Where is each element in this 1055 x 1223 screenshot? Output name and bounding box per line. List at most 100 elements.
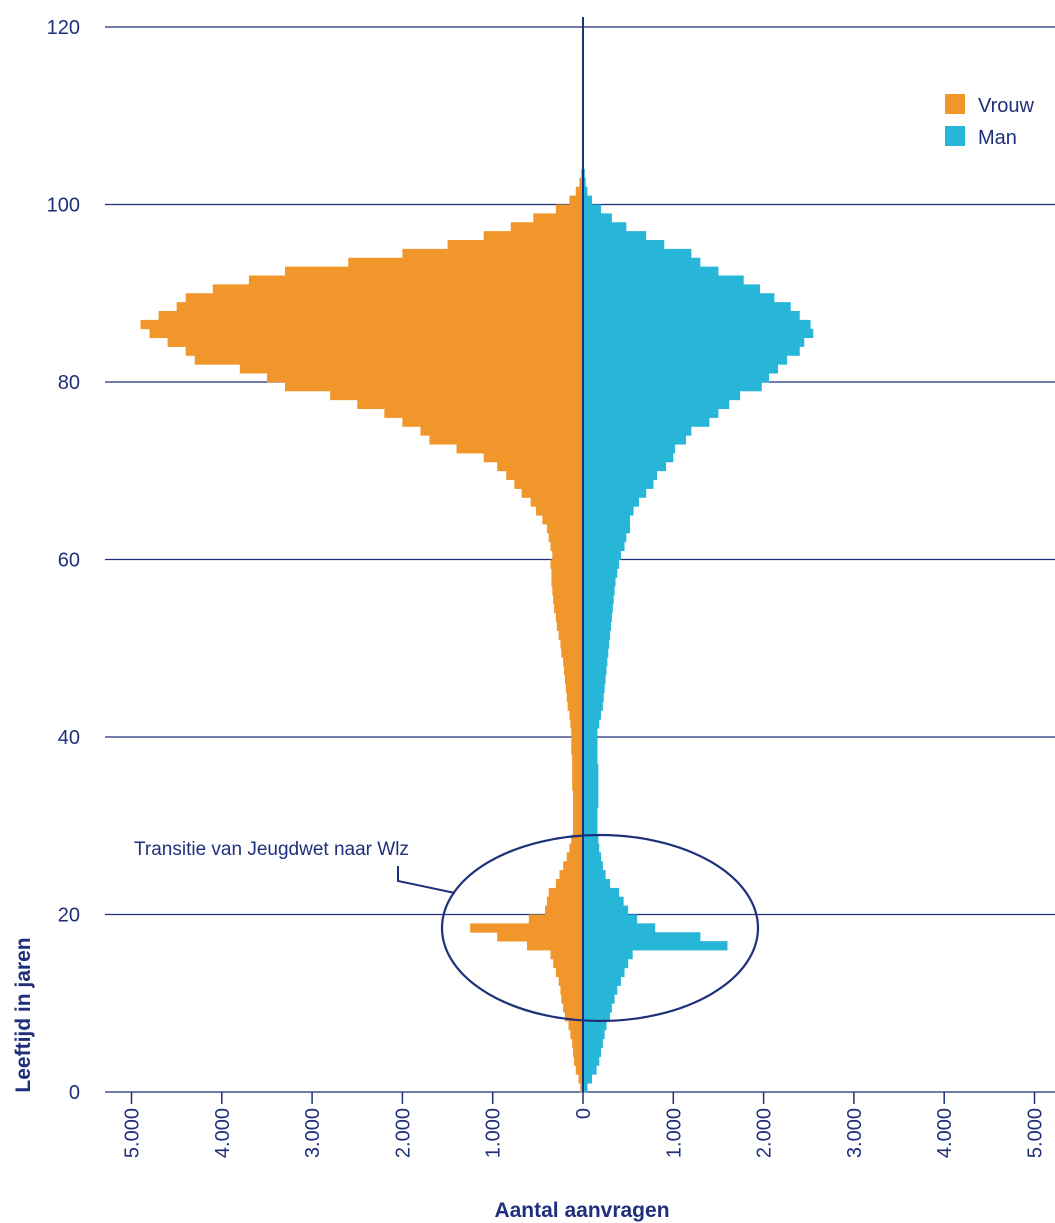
bar-man-age-67 <box>583 488 647 498</box>
bar-vrouw-age-61 <box>550 541 583 552</box>
x-tick-label-9: 4.000 <box>934 1108 956 1158</box>
bar-vrouw-age-91 <box>248 275 583 285</box>
bar-vrouw-age-40 <box>571 728 583 738</box>
bar-vrouw-age-81 <box>239 364 584 374</box>
bar-man-age-19 <box>583 914 638 924</box>
bar-vrouw-age-50 <box>560 639 583 649</box>
bar-man-age-92 <box>583 266 719 276</box>
annotation-ellipse <box>440 833 760 1023</box>
bar-vrouw-age-4 <box>573 1047 583 1057</box>
bar-man-age-24 <box>583 870 606 880</box>
y-axis-tick-labels: 0 20 40 60 80 100 120 <box>47 17 80 1104</box>
bar-vrouw-age-31 <box>573 808 583 818</box>
legend-label-man: Man <box>978 127 1017 149</box>
bar-man-age-80 <box>583 373 770 383</box>
bar-vrouw-age-85 <box>149 328 583 339</box>
bar-vrouw-age-97 <box>510 222 583 232</box>
bar-man-age-22 <box>583 887 620 898</box>
bar-man-age-21 <box>583 896 624 907</box>
bar-man-age-93 <box>583 257 701 268</box>
legend-swatch-vrouw <box>945 94 965 114</box>
bar-vrouw-age-44 <box>566 692 583 702</box>
bar-man-age-17 <box>583 932 701 942</box>
bar-vrouw-age-34 <box>572 781 583 791</box>
bar-man-age-25 <box>583 861 603 871</box>
y-axis-title: Leeftijd in jaren <box>12 937 35 1092</box>
y-tick-label-0: 0 <box>69 1082 80 1104</box>
bar-vrouw-age-84 <box>167 337 583 347</box>
bar-man-age-46 <box>583 674 606 685</box>
bar-man-age-33 <box>583 790 599 800</box>
bar-man-age-48 <box>583 657 608 667</box>
bar-man-age-68 <box>583 479 654 489</box>
bar-man-age-65 <box>583 506 634 516</box>
bar-vrouw-age-7 <box>568 1021 583 1031</box>
bar-vrouw-age-45 <box>565 683 583 694</box>
y-tick-label-120: 120 <box>47 17 80 39</box>
bar-vrouw-age-37 <box>572 754 583 765</box>
bar-vrouw-age-66 <box>530 497 583 507</box>
bar-vrouw-age-36 <box>572 763 583 773</box>
bar-man-age-37 <box>583 754 598 765</box>
bar-man-age-0 <box>583 1083 588 1093</box>
x-tick-label-4: 1.000 <box>483 1108 505 1158</box>
bar-man-age-74 <box>583 426 692 436</box>
bar-man-age-47 <box>583 666 607 676</box>
bar-man-age-30 <box>583 816 598 827</box>
bar-man-age-52 <box>583 621 611 631</box>
bar-vrouw-age-52 <box>556 621 583 631</box>
bar-man-age-72 <box>583 444 676 454</box>
bar-man-age-34 <box>583 781 599 791</box>
bar-vrouw-age-2 <box>575 1065 583 1075</box>
bar-man-age-57 <box>583 577 616 587</box>
bar-vrouw-age-32 <box>573 799 583 809</box>
bar-vrouw-age-46 <box>564 674 583 685</box>
bar-vrouw-age-28 <box>571 834 583 844</box>
bar-vrouw-age-51 <box>558 630 583 640</box>
bar-vrouw-age-57 <box>551 577 583 587</box>
bar-vrouw-age-3 <box>573 1056 583 1066</box>
bar-man-age-44 <box>583 692 604 702</box>
bar-vrouw-age-74 <box>420 426 583 436</box>
bar-man-age-101 <box>583 186 588 197</box>
y-tick-label-80: 80 <box>58 372 80 394</box>
bar-man-age-5 <box>583 1038 603 1049</box>
bar-man-age-90 <box>583 284 760 294</box>
annotation-leader-line <box>397 866 456 894</box>
bar-man-age-53 <box>583 612 612 623</box>
bar-vrouw-age-64 <box>542 515 583 525</box>
bar-man-age-75 <box>583 417 710 427</box>
bar-vrouw-age-69 <box>506 470 583 481</box>
bar-vrouw-age-94 <box>402 248 583 259</box>
bar-man-age-58 <box>583 568 618 578</box>
x-tick-label-1: 4.000 <box>212 1108 234 1158</box>
annotation: Transitie van Jeugdwet naar Wlz <box>134 833 760 1023</box>
bar-man-age-43 <box>583 701 603 711</box>
x-tick-label-3: 2.000 <box>392 1108 414 1158</box>
bar-vrouw-age-5 <box>572 1038 583 1049</box>
bar-man-age-86 <box>583 319 811 330</box>
legend: Vrouw Man <box>945 94 1035 149</box>
bar-vrouw-age-79 <box>285 382 583 392</box>
bar-vrouw-age-96 <box>483 231 583 241</box>
x-tick-label-7: 2.000 <box>754 1108 776 1158</box>
bar-man-age-35 <box>583 772 599 782</box>
bar-vrouw-age-29 <box>573 825 583 836</box>
bar-man-age-88 <box>583 302 791 312</box>
bar-vrouw-age-62 <box>548 532 583 543</box>
bar-man-age-50 <box>583 639 610 649</box>
bar-vrouw-age-19 <box>528 914 583 924</box>
bar-man-age-49 <box>583 648 609 658</box>
y-tick-label-60: 60 <box>58 550 80 572</box>
bar-vrouw-age-87 <box>158 311 583 321</box>
bar-man-age-78 <box>583 390 741 401</box>
bar-man-age-54 <box>583 603 613 614</box>
bar-man-age-73 <box>583 435 686 445</box>
bar-vrouw-age-14 <box>553 958 583 969</box>
bar-man-age-55 <box>583 595 614 605</box>
bar-man-age-61 <box>583 541 625 552</box>
bar-vrouw-age-39 <box>571 737 583 747</box>
bar-man-age-12 <box>583 976 621 986</box>
bar-vrouw-age-10 <box>561 994 583 1004</box>
